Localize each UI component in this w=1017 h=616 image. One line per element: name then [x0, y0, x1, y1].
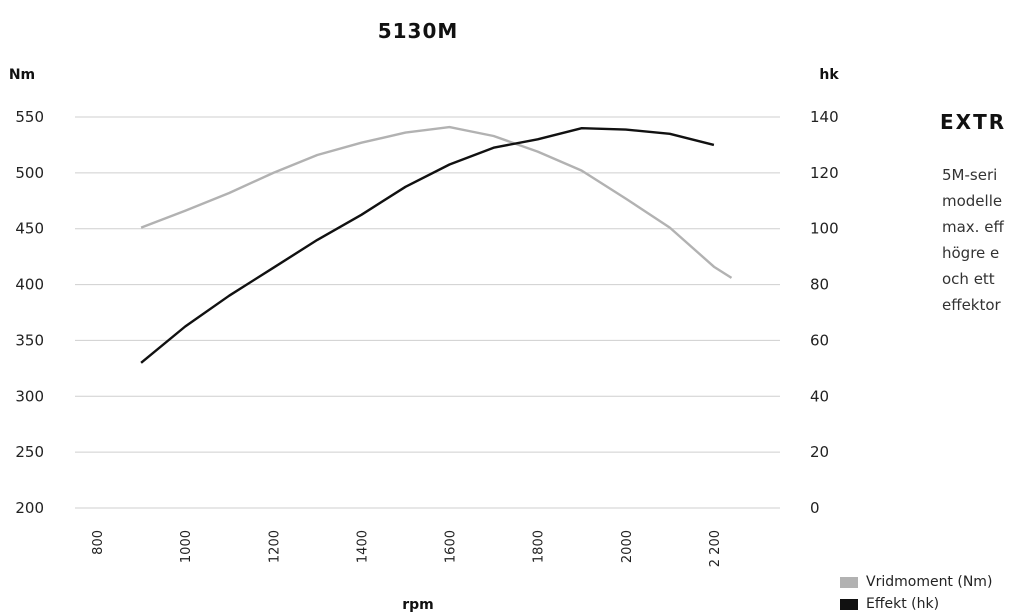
y-left-tick-label: 400 [15, 276, 44, 294]
x-tick-label: 1800 [532, 530, 547, 563]
y-left-tick-label: 250 [15, 443, 44, 461]
side-text-line: effektor [942, 296, 1001, 314]
chart-title: 5130M [378, 19, 459, 43]
x-tick-label: 2000 [620, 530, 635, 563]
side-text-line: modelle [942, 192, 1003, 210]
power-series [140, 126, 715, 364]
side-text-panel: EXTR 5M-seri modelle max. eff högre e oc… [930, 110, 1017, 410]
y-right-tick-label: 140 [810, 108, 839, 126]
y-right-tick-label: 60 [810, 331, 829, 349]
torque-series [140, 125, 733, 279]
y-left-tick-label: 550 [15, 108, 44, 126]
grid [75, 116, 780, 509]
y-left-tick-label: 300 [15, 387, 44, 405]
left-axis-title: Nm [9, 67, 35, 83]
legend-swatch-torque [840, 576, 858, 588]
side-heading: EXTR [940, 110, 1007, 134]
x-tick-label: 2 200 [708, 530, 723, 567]
y-left-tick-label: 500 [15, 164, 44, 182]
x-tick-label: 800 [91, 530, 106, 555]
y-right-tick-label: 0 [810, 499, 820, 517]
power-line [140, 126, 715, 364]
legend-item-torque: Vridmoment (Nm) [840, 571, 992, 593]
y-right-tick-label: 120 [810, 164, 839, 182]
x-tick-label: 1200 [267, 530, 282, 563]
y-left-tick-label: 450 [15, 220, 44, 238]
right-axis-title: hk [819, 67, 839, 83]
side-text-line: och ett [942, 270, 995, 288]
legend-label-torque: Vridmoment (Nm) [866, 574, 993, 590]
x-tick-label: 1000 [179, 530, 194, 563]
x-tick-label: 1600 [444, 530, 459, 563]
side-text-line: 5M-seri [942, 166, 998, 184]
legend-item-power: Effekt (hk) [840, 593, 992, 615]
torque-line [140, 125, 733, 279]
side-text-line: högre e [942, 244, 1000, 262]
y-left-tick-label: 350 [15, 331, 44, 349]
legend-swatch-power [840, 598, 858, 610]
tick-labels: 5505004504003503002502001401201008060402… [15, 108, 838, 567]
y-right-tick-label: 20 [810, 443, 829, 461]
y-right-tick-label: 40 [810, 387, 829, 405]
y-right-tick-label: 80 [810, 276, 829, 294]
legend-label-power: Effekt (hk) [866, 596, 940, 612]
legend: Vridmoment (Nm) Effekt (hk) [840, 571, 992, 615]
side-text-line: max. eff [942, 218, 1004, 236]
y-right-tick-label: 100 [810, 220, 839, 238]
y-left-tick-label: 200 [15, 499, 44, 517]
x-tick-label: 1400 [355, 530, 370, 563]
x-axis-title: rpm [402, 597, 434, 613]
